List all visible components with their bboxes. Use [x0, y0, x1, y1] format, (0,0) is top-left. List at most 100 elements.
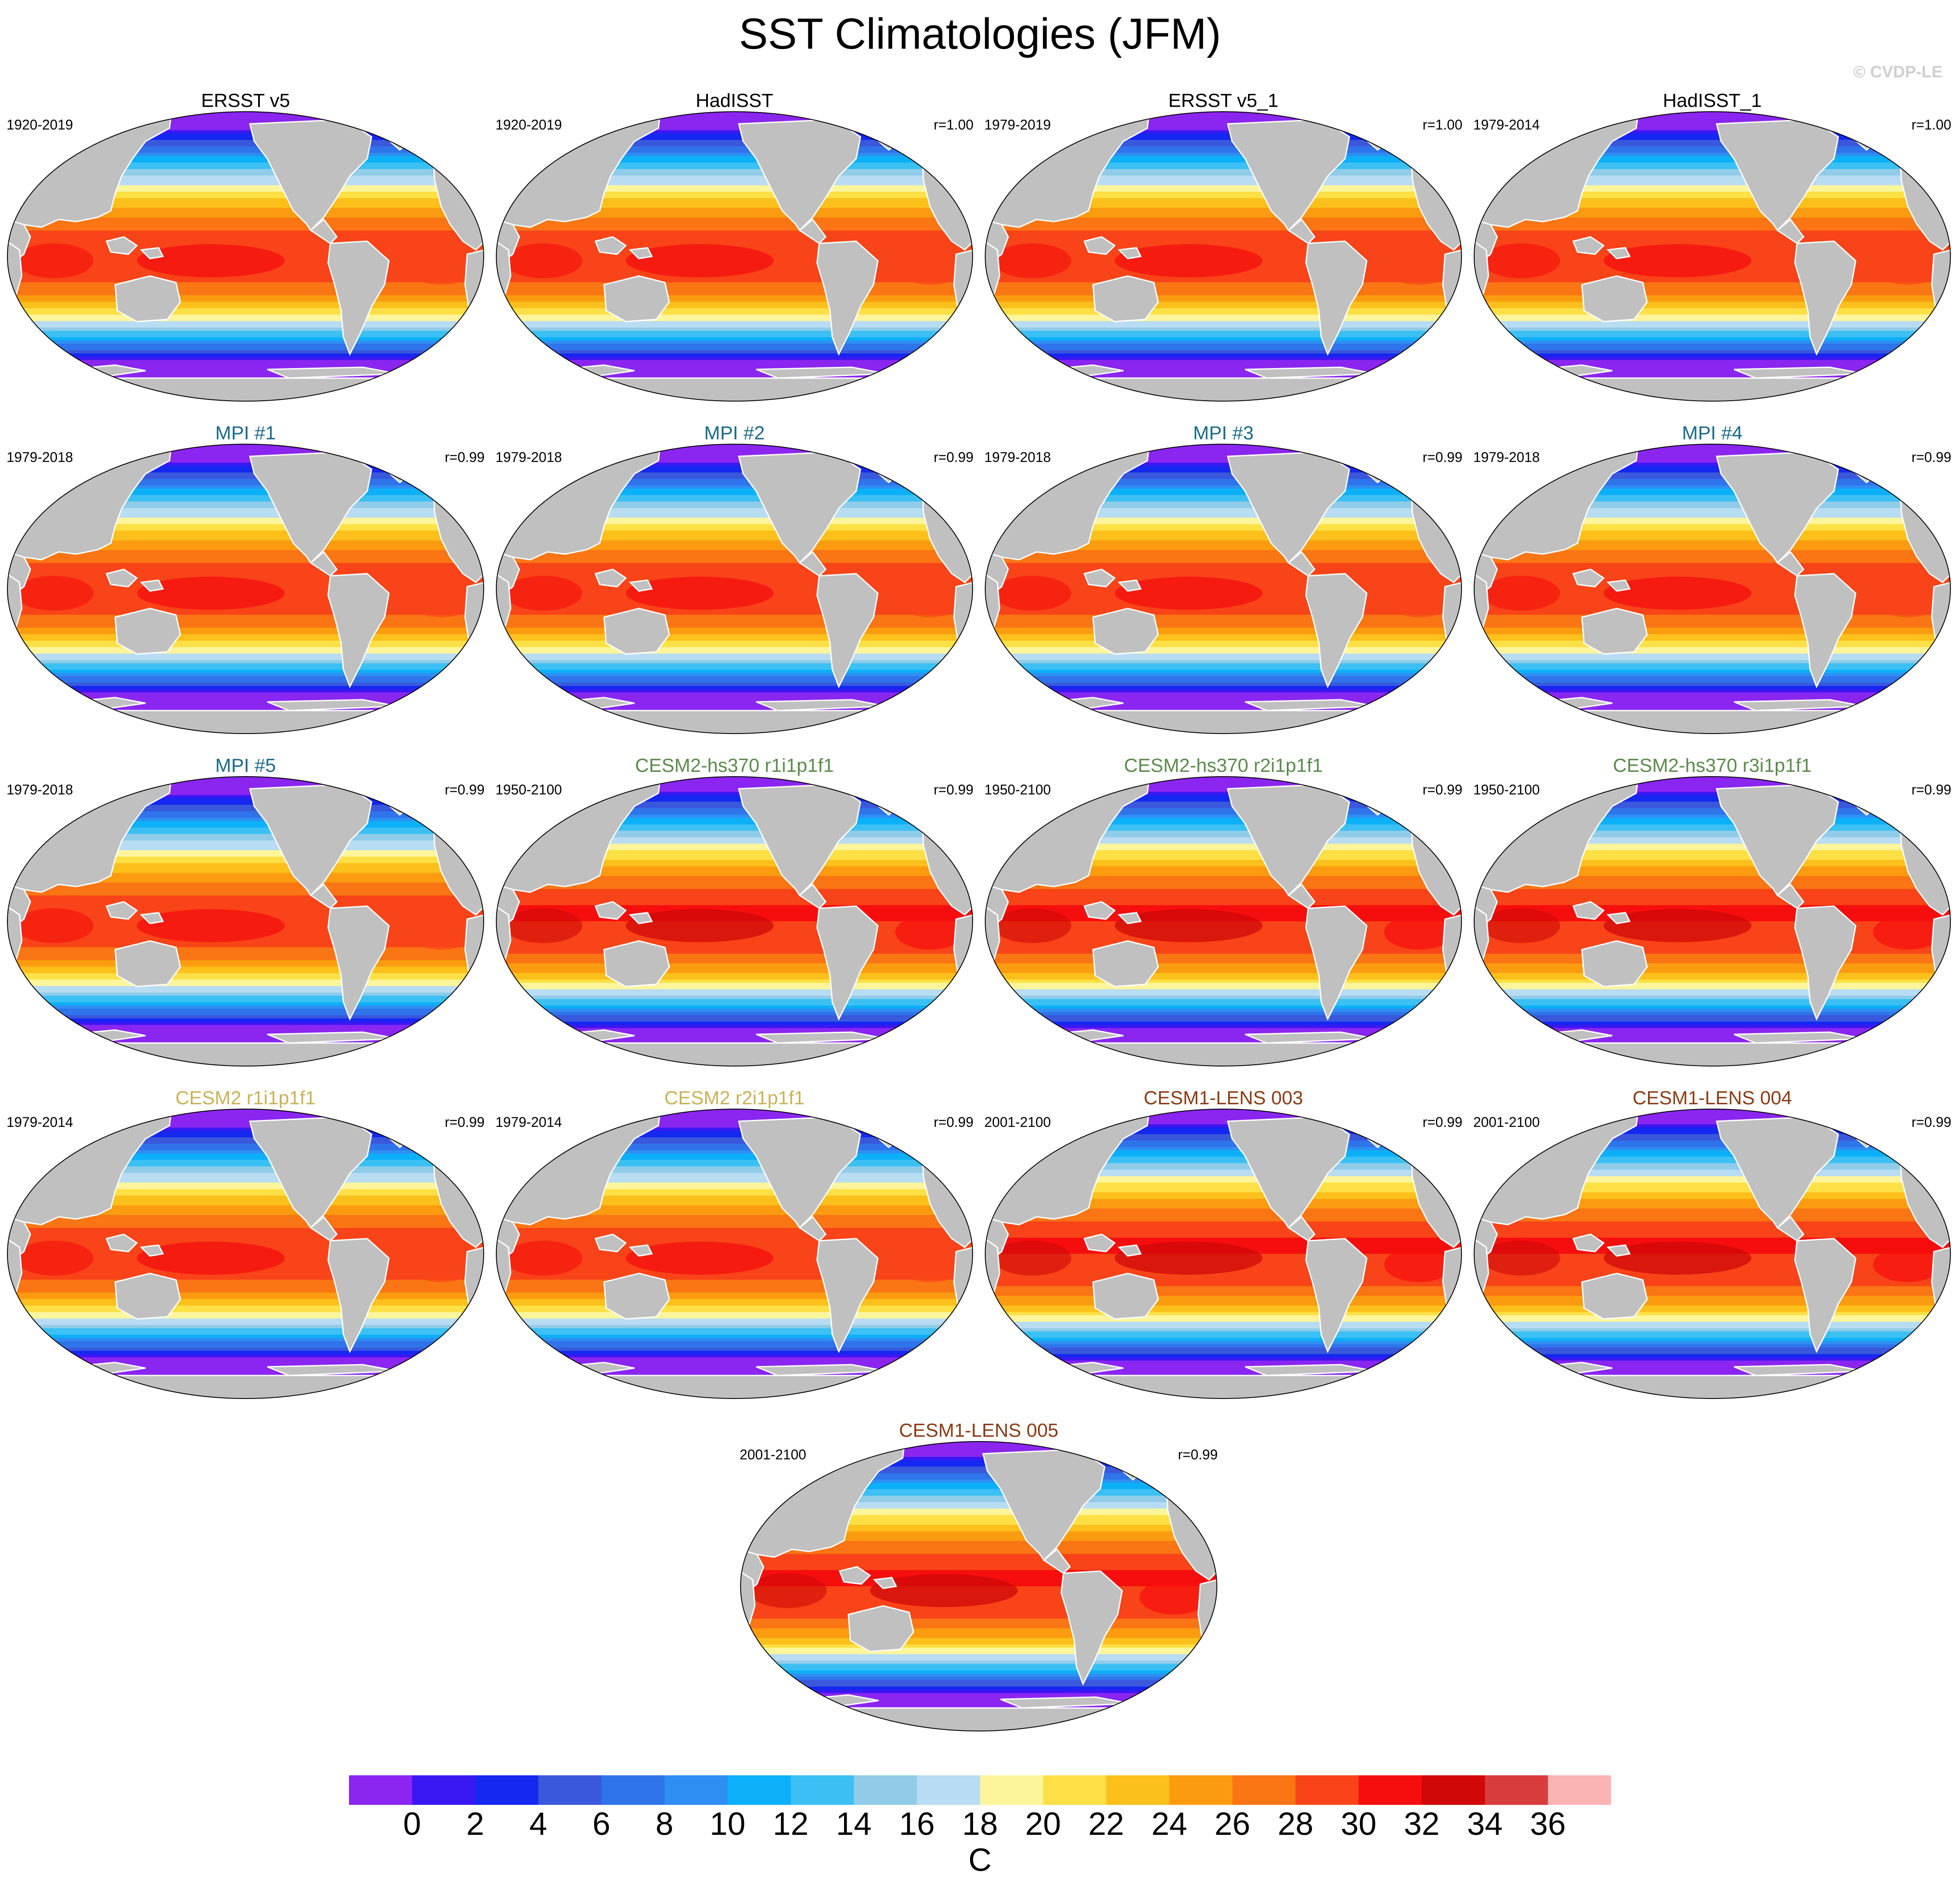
- panel-title: CESM1-LENS 005: [899, 1420, 1059, 1441]
- sst-map: [1474, 1109, 1951, 1399]
- map-border: [7, 111, 484, 402]
- colorbar-tick: 22: [1088, 1806, 1124, 1842]
- colorbar-tick: 34: [1467, 1806, 1503, 1842]
- colorbar-swatch: [412, 1775, 475, 1805]
- map-panel: CESM2 r2i1p1f1 1979-2014 r=0.99: [495, 1086, 973, 1399]
- panel-period: 2001-2100: [984, 1114, 1051, 1130]
- map-panel: MPI #2 1979-2018 r=0.99: [495, 422, 973, 734]
- colorbar-swatch: [1548, 1775, 1611, 1805]
- panel-period: 1979-2014: [7, 1114, 73, 1130]
- panel-correlation: r=1.00: [1911, 117, 1951, 133]
- sst-map: [985, 444, 1462, 734]
- colorbar-tick: 20: [1025, 1806, 1061, 1842]
- sst-field: [1474, 1109, 1950, 1399]
- panel-title: CESM2 r1i1p1f1: [175, 1087, 316, 1109]
- colorbar-swatch: [854, 1775, 917, 1805]
- panel-correlation: r=1.00: [933, 117, 973, 133]
- panel-correlation: r=0.99: [1911, 782, 1951, 797]
- map-panel: CESM2-hs370 r2i1p1f1 1950-2100 r=0.99: [984, 754, 1462, 1067]
- map-panel: ERSST v5_1 1979-2019 r=1.00: [984, 89, 1462, 402]
- sst-map: [496, 1109, 973, 1399]
- colorbar-tick: 18: [962, 1806, 998, 1842]
- sst-map: [7, 1109, 484, 1399]
- colorbar-swatch: [1485, 1775, 1548, 1805]
- colorbar-tick: 4: [529, 1806, 548, 1842]
- sst-field: [985, 444, 1462, 734]
- sst-map: [496, 444, 973, 734]
- colorbar-tick: 30: [1341, 1806, 1377, 1842]
- panel-period: 1979-2018: [495, 449, 562, 465]
- colorbar-tick: 26: [1214, 1806, 1250, 1842]
- panel-correlation: r=0.99: [1422, 1114, 1462, 1130]
- sst-field: [496, 777, 973, 1066]
- panel-title: ERSST v5_1: [1168, 90, 1279, 111]
- map-border: [1474, 1109, 1951, 1399]
- panel-period: 1979-2018: [7, 449, 73, 465]
- sst-map: [1474, 111, 1951, 402]
- copyright-label: © CVDP-LE: [1853, 63, 1943, 81]
- colorbar-swatch: [1043, 1775, 1106, 1805]
- panel-correlation: r=0.99: [933, 1114, 973, 1130]
- panel-period: 1920-2019: [495, 117, 562, 133]
- sst-map: [496, 776, 973, 1066]
- colorbar-swatch: [349, 1775, 412, 1805]
- panel-period: 1979-2018: [984, 449, 1051, 465]
- sst-field: [496, 112, 973, 401]
- panel-correlation: r=1.00: [1422, 117, 1462, 133]
- sst-field: [741, 1442, 1217, 1731]
- map-panel: MPI #1 1979-2018 r=0.99: [7, 422, 485, 734]
- map-panel: MPI #4 1979-2018 r=0.99: [1473, 422, 1951, 734]
- colorbar-tick: 12: [773, 1806, 809, 1842]
- map-panel: HadISST_1 1979-2014 r=1.00: [1473, 89, 1951, 402]
- sst-field: [985, 777, 1462, 1066]
- sst-map: [985, 1109, 1462, 1399]
- colorbar-tick: 28: [1277, 1806, 1314, 1842]
- sst-field: [1474, 112, 1950, 401]
- panel-title: MPI #5: [215, 755, 276, 776]
- colorbar-tick: 8: [655, 1806, 674, 1842]
- colorbar-tick: 0: [403, 1806, 421, 1842]
- panel-correlation: r=0.99: [1422, 782, 1462, 797]
- colorbar-tick: 36: [1530, 1806, 1566, 1842]
- map-panel: CESM2-hs370 r3i1p1f1 1950-2100 r=0.99: [1473, 754, 1951, 1067]
- panel-title: MPI #3: [1193, 422, 1254, 444]
- map-border: [1474, 776, 1951, 1066]
- panel-period: 2001-2100: [1473, 1114, 1540, 1130]
- map-border: [7, 1109, 484, 1399]
- sst-map: [985, 111, 1462, 402]
- panel-title: CESM2-hs370 r3i1p1f1: [1613, 755, 1812, 776]
- sst-map: [496, 111, 973, 402]
- colorbar-tick: 24: [1151, 1806, 1187, 1842]
- colorbar-swatch: [1422, 1775, 1485, 1805]
- map-panel: HadISST 1920-2019 r=1.00: [495, 89, 973, 402]
- map-border: [1474, 111, 1951, 402]
- sst-map: [7, 444, 484, 734]
- map-border: [985, 111, 1462, 402]
- map-panel: CESM2-hs370 r1i1p1f1 1950-2100 r=0.99: [495, 754, 973, 1067]
- colorbar-tick: 14: [836, 1806, 872, 1842]
- colorbar-tick: 32: [1404, 1806, 1440, 1842]
- panel-title: MPI #1: [215, 422, 276, 444]
- colorbar-swatch: [1106, 1775, 1170, 1805]
- sst-field: [7, 112, 484, 401]
- colorbar-swatch: [538, 1775, 602, 1805]
- map-border: [985, 1109, 1462, 1399]
- panel-period: 1979-2018: [7, 782, 73, 797]
- map-border: [7, 776, 484, 1066]
- panel-correlation: r=0.99: [445, 1114, 485, 1130]
- colorbar-swatch: [1232, 1775, 1296, 1805]
- panel-period: 1979-2014: [495, 1114, 562, 1130]
- sst-field: [985, 1109, 1462, 1399]
- colorbar-swatch: [1169, 1775, 1233, 1805]
- panel-period: 1950-2100: [984, 782, 1051, 797]
- colorbar-unit: C: [968, 1842, 992, 1878]
- panel-correlation: r=0.99: [1911, 449, 1951, 465]
- map-panel: CESM1-LENS 004 2001-2100 r=0.99: [1473, 1086, 1951, 1399]
- map-border: [985, 776, 1462, 1066]
- colorbar: [349, 1775, 1611, 1805]
- sst-field: [496, 444, 973, 734]
- sst-field: [7, 777, 484, 1066]
- colorbar-swatch: [728, 1775, 791, 1805]
- sst-map: [7, 111, 484, 402]
- map-panel: CESM1-LENS 003 2001-2100 r=0.99: [984, 1086, 1462, 1399]
